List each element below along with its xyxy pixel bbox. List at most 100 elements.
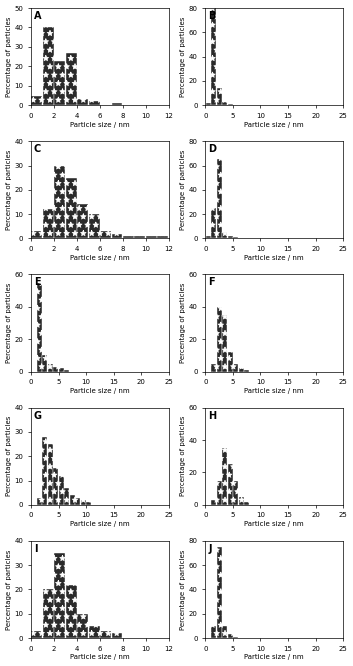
Bar [239,497,244,505]
Bar [54,553,65,638]
Text: C: C [34,144,41,154]
Bar [53,468,58,505]
Bar [146,236,157,238]
Y-axis label: Percentage of particles: Percentage of particles [6,549,12,629]
Bar [75,498,80,505]
Bar [48,364,53,372]
Bar [222,448,227,505]
Bar [112,234,122,238]
Bar [43,589,54,638]
Bar [54,166,65,238]
Bar [89,214,100,238]
Bar [77,204,88,238]
Bar [211,208,216,238]
Bar [123,236,134,238]
Bar [222,232,227,238]
Bar [59,476,64,505]
Bar [211,364,216,372]
Bar [37,282,42,372]
Bar [228,104,233,105]
Text: J: J [208,543,212,553]
Bar [42,437,47,505]
X-axis label: Particle size / nm: Particle size / nm [70,122,130,128]
Bar [77,99,88,105]
Bar [233,637,238,638]
Bar [100,631,111,638]
Bar [54,61,65,105]
X-axis label: Particle size / nm: Particle size / nm [244,655,304,661]
Bar [217,547,222,638]
Bar [77,614,88,638]
Bar [64,370,70,372]
X-axis label: Particle size / nm: Particle size / nm [70,255,130,261]
Bar [233,481,238,505]
Bar [43,209,54,238]
Bar [48,444,53,505]
Text: G: G [34,410,42,420]
Bar [217,159,222,238]
Text: E: E [34,277,40,287]
Text: F: F [208,277,215,287]
Bar [31,631,42,638]
Bar [217,88,222,105]
Bar [233,237,238,238]
Bar [217,481,222,505]
Bar [228,352,233,372]
Bar [244,370,249,372]
Bar [53,367,58,372]
X-axis label: Particle size / nm: Particle size / nm [70,388,130,394]
Y-axis label: Percentage of particles: Percentage of particles [180,549,186,629]
Bar [222,315,227,372]
X-axis label: Particle size / nm: Particle size / nm [244,521,304,527]
Bar [211,8,216,105]
Bar [228,464,233,505]
Text: H: H [208,410,216,420]
Bar [66,585,77,638]
Bar [81,500,86,505]
Bar [228,635,233,638]
Text: I: I [34,543,37,553]
Bar [70,495,75,505]
Bar [233,364,238,372]
Bar [205,236,211,238]
Bar [239,368,244,372]
Bar [43,27,54,105]
Bar [42,356,47,372]
Bar [66,178,77,238]
Y-axis label: Percentage of particles: Percentage of particles [180,17,186,97]
Y-axis label: Percentage of particles: Percentage of particles [6,17,12,97]
X-axis label: Particle size / nm: Particle size / nm [70,655,130,661]
Bar [157,236,168,238]
Bar [134,236,145,238]
Bar [205,103,211,105]
Y-axis label: Percentage of particles: Percentage of particles [180,150,186,230]
Bar [228,236,233,238]
Bar [211,626,216,638]
Bar [31,95,42,105]
Bar [211,500,216,505]
Bar [37,498,42,505]
Bar [86,502,91,505]
Bar [222,626,227,638]
Y-axis label: Percentage of particles: Percentage of particles [6,283,12,363]
Y-axis label: Percentage of particles: Percentage of particles [180,283,186,363]
Bar [59,368,64,372]
Text: B: B [208,11,216,21]
Bar [66,53,77,105]
Bar [244,501,249,505]
Bar [112,103,122,105]
Bar [89,626,100,638]
Bar [222,102,227,105]
X-axis label: Particle size / nm: Particle size / nm [244,255,304,261]
Text: D: D [208,144,216,154]
Y-axis label: Percentage of particles: Percentage of particles [6,150,12,230]
Bar [100,231,111,238]
X-axis label: Particle size / nm: Particle size / nm [244,122,304,128]
Bar [31,231,42,238]
Y-axis label: Percentage of particles: Percentage of particles [180,416,186,496]
X-axis label: Particle size / nm: Particle size / nm [244,388,304,394]
Bar [89,101,100,105]
Bar [112,633,122,638]
Bar [64,488,70,505]
Y-axis label: Percentage of particles: Percentage of particles [6,416,12,496]
